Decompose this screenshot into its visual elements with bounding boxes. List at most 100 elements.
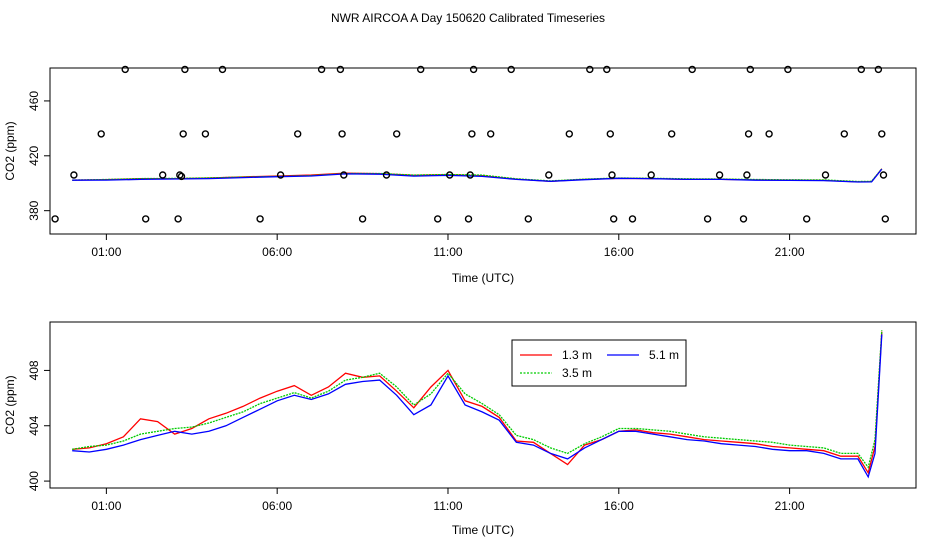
legend-box <box>511 339 687 387</box>
legend-label-3-5m: 3.5 m <box>562 366 592 380</box>
outlier-point <box>97 130 105 138</box>
top-plot-frame <box>49 67 917 235</box>
outlier-point <box>688 65 696 74</box>
figure-title: NWR AIRCOA A Day 150620 Calibrated Times… <box>331 11 605 25</box>
outlier-point <box>201 130 210 138</box>
top-xtick-label-1: 06:00 <box>262 245 292 259</box>
outlier-point <box>879 171 888 179</box>
outlier-point <box>524 215 532 223</box>
outlier-point <box>317 65 326 74</box>
bottom-xlabel: Time (UTC) <box>452 523 514 537</box>
top-ytick-label-0: 380 <box>27 200 41 220</box>
legend: 1.3 m 3.5 m 5.1 m <box>511 339 687 387</box>
outlier-point <box>610 215 618 223</box>
outlier-point <box>606 130 614 138</box>
outlier-point <box>744 130 753 138</box>
bottom-plot-frame <box>49 321 917 489</box>
bottom-xtick-label-3: 16:00 <box>604 499 634 513</box>
bottom-xtick-label-0: 01:00 <box>91 499 121 513</box>
outlier-point <box>446 171 454 179</box>
bottom-ytick-label-1: 404 <box>27 415 41 435</box>
outlier-point <box>174 215 182 223</box>
outlier-point <box>746 65 754 74</box>
outlier-point <box>434 215 442 223</box>
outlier-point <box>340 171 348 179</box>
outlier-point <box>469 65 478 74</box>
legend-label-5-1m: 5.1 m <box>649 348 679 362</box>
outlier-point <box>276 171 285 179</box>
outlier-point <box>181 65 189 74</box>
outlier-point <box>857 65 865 74</box>
top-axes: 01:00 06:00 11:00 16:00 21:00 380 420 460 <box>27 91 805 259</box>
outlier-point <box>739 215 748 223</box>
bottom-xtick-label-1: 06:00 <box>262 499 292 513</box>
bottom-axes: 01:00 06:00 11:00 16:00 21:00 400 404 408 <box>27 360 805 513</box>
outlier-point <box>121 65 129 74</box>
top-outlier-points <box>51 65 889 223</box>
outlier-point <box>668 130 676 138</box>
outlier-point <box>821 171 830 179</box>
bottom-ylabel: CO2 (ppm) <box>3 375 17 434</box>
outlier-point <box>336 65 345 74</box>
top-ytick-label-1: 420 <box>27 145 41 165</box>
outlier-point <box>468 130 476 138</box>
outlier-point <box>393 130 401 138</box>
outlier-point <box>603 65 611 74</box>
outlier-point <box>765 130 773 138</box>
bottom-xtick-label-4: 21:00 <box>775 499 805 513</box>
top-ylabel: CO2 (ppm) <box>3 121 17 180</box>
bottom-series-1-3-m <box>72 331 883 475</box>
outlier-point <box>565 130 573 138</box>
outlier-point <box>874 65 883 74</box>
top-xtick-label-0: 01:00 <box>91 245 121 259</box>
outlier-point <box>417 65 425 74</box>
outlier-point <box>840 130 848 138</box>
outlier-point <box>338 130 346 138</box>
bottom-series <box>72 330 883 479</box>
top-xtick-label-2: 11:00 <box>433 245 462 259</box>
top-panel: CO2 (ppm) Time (UTC) 01:00 06:00 11:00 16:0… <box>3 65 917 285</box>
outlier-point <box>176 171 184 179</box>
outlier-point <box>586 65 594 74</box>
top-ytick-label-2: 460 <box>27 91 41 111</box>
legend-label-1-3m: 1.3 m <box>562 348 592 362</box>
top-xlabel: Time (UTC) <box>452 271 514 285</box>
outlier-point <box>382 171 391 179</box>
outlier-point <box>743 171 751 179</box>
top-xtick-label-3: 16:00 <box>604 245 634 259</box>
bottom-xtick-label-2: 11:00 <box>433 499 462 513</box>
bottom-series-3-5-m <box>72 330 883 469</box>
outlier-point <box>358 215 367 223</box>
outlier-point <box>51 215 59 223</box>
outlier-point <box>218 65 227 74</box>
outlier-point <box>608 171 616 179</box>
bottom-panel: CO2 (ppm) Time (UTC) 01:00 06:00 11:00 16:0… <box>3 321 917 537</box>
outlier-point <box>158 171 167 179</box>
outlier-point <box>294 130 302 138</box>
outlier-point <box>464 215 473 223</box>
outlier-point <box>466 171 474 179</box>
outlier-point <box>878 130 886 138</box>
outlier-point <box>70 171 78 179</box>
outlier-point <box>881 215 889 223</box>
outlier-point <box>545 171 553 179</box>
outlier-point <box>177 172 186 181</box>
outlier-point <box>507 65 515 74</box>
outlier-point <box>256 215 264 223</box>
outlier-point <box>179 130 187 138</box>
outlier-point <box>487 130 495 138</box>
outlier-point <box>141 215 150 223</box>
bottom-series-5-1-m <box>72 334 883 479</box>
outlier-point <box>703 215 712 223</box>
bottom-ytick-label-2: 408 <box>27 360 41 380</box>
top-series-5-1-m <box>72 168 883 183</box>
outlier-point <box>647 171 655 179</box>
top-xtick-label-4: 21:00 <box>775 245 805 259</box>
top-series <box>72 168 883 183</box>
outlier-point <box>628 215 637 223</box>
outlier-point <box>784 65 792 74</box>
outlier-point <box>715 171 724 179</box>
bottom-ytick-label-0: 400 <box>27 471 41 491</box>
outlier-point <box>803 215 811 223</box>
